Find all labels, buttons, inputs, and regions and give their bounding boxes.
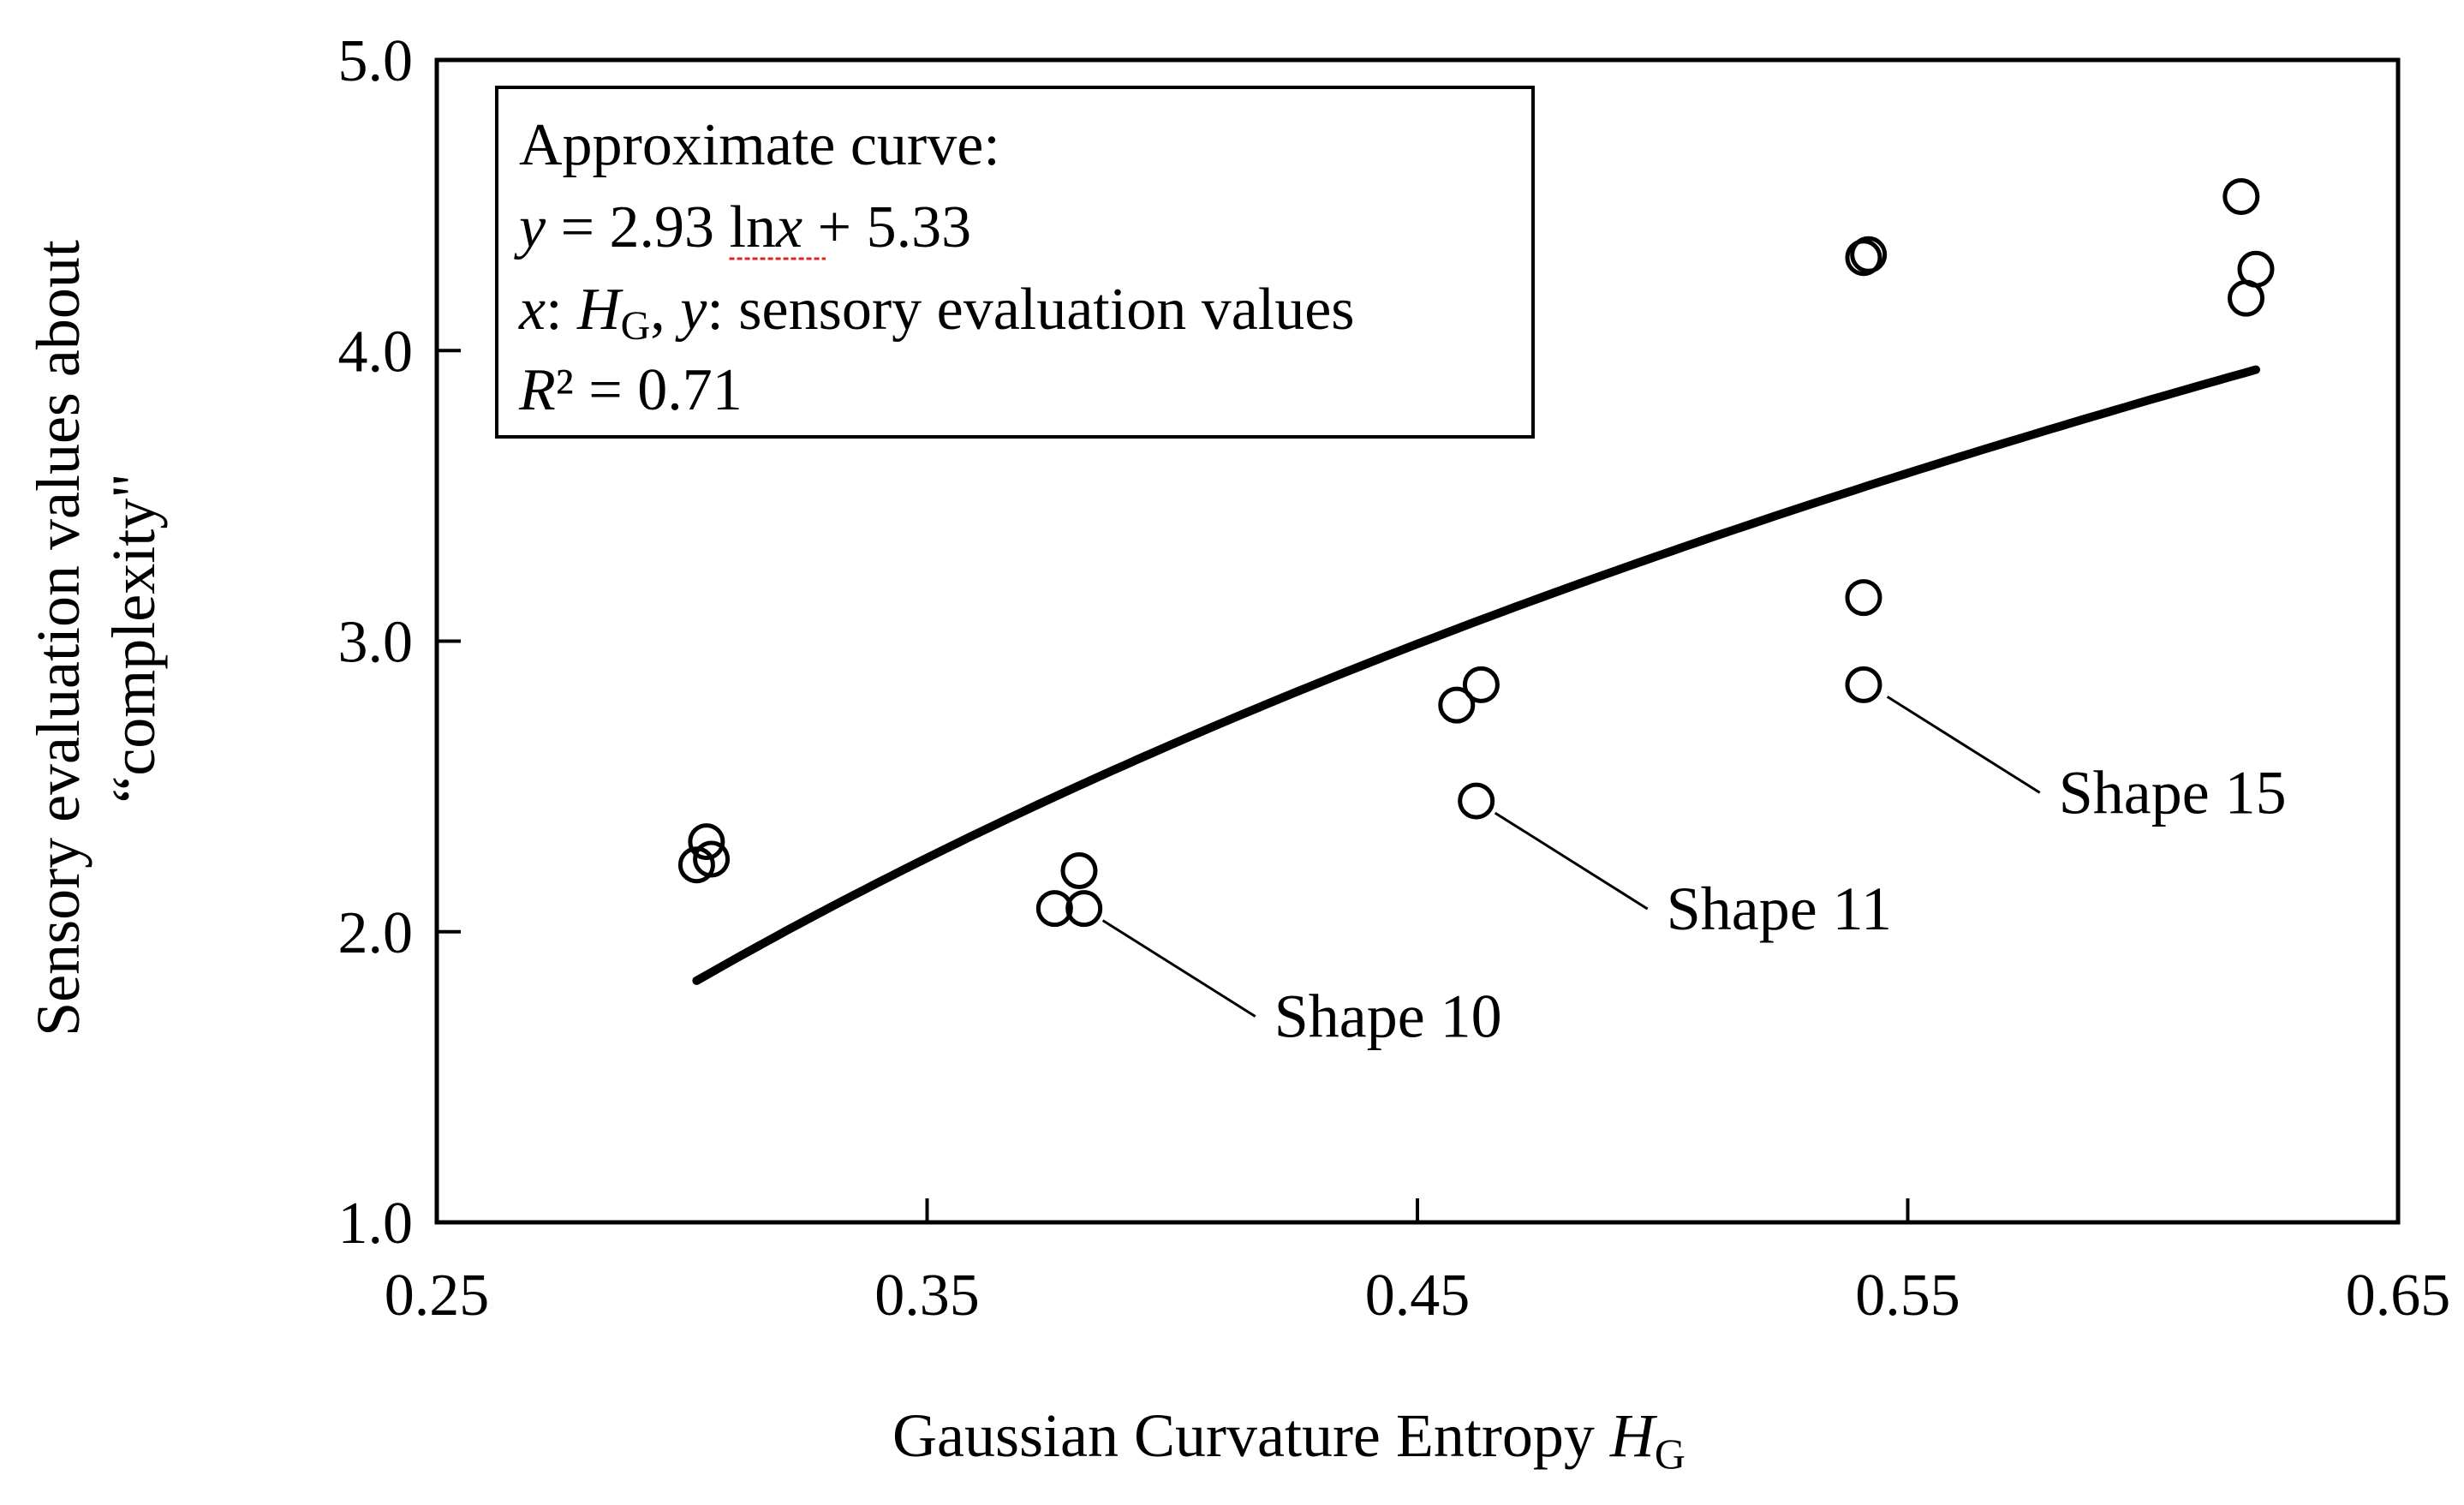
y-tick-label: 5.0 (338, 28, 414, 94)
equation-legend: Approximate curve: y = 2.93 lnx + 5.33 x… (495, 86, 1535, 439)
shape-annotations: Shape 10 Shape 11 Shape 15 (1101, 696, 2287, 1051)
x-tick-label: 0.55 (1855, 1263, 1960, 1329)
x-tick-label: 0.25 (385, 1263, 490, 1329)
legend-line-2: y = 2.93 lnx + 5.33 (514, 194, 971, 260)
annotation-leader-line (1886, 696, 2041, 794)
y-axis-title: Sensory evaluation values about “complex… (24, 240, 168, 1036)
legend-line-3: x: HG, y: sensory evaluation values (518, 277, 1355, 349)
data-point (693, 840, 731, 878)
x-axis-title: Gaussian Curvature Entropy HG (892, 1401, 1685, 1478)
x-tick-label: 0.65 (2346, 1263, 2451, 1329)
data-point (1035, 890, 1073, 928)
legend-line-1: Approximate curve: (519, 112, 1000, 178)
data-point (1845, 666, 1882, 703)
data-point (2222, 177, 2260, 215)
x-tick-label: 0.35 (874, 1263, 980, 1329)
annotation-leader-line (1494, 811, 1649, 911)
y-axis-title-line-2: “complexity" (99, 473, 168, 803)
y-tick-label: 4.0 (338, 319, 414, 385)
data-point (1845, 579, 1882, 617)
data-point (1438, 686, 1476, 724)
legend-line-4: R² = 0.71 (518, 357, 743, 423)
annotation-label: Shape 11 (1667, 875, 1892, 943)
y-axis-ticks: 1.0 2.0 3.0 4.0 5.0 (338, 28, 461, 1257)
data-point (1065, 890, 1103, 928)
data-point (1845, 239, 1882, 277)
x-tick-label: 0.45 (1365, 1263, 1471, 1329)
annotation-label: Shape 15 (2059, 758, 2287, 827)
legend-box (495, 86, 1535, 439)
y-axis-title-line-1: Sensory evaluation values about (24, 240, 92, 1036)
data-point (688, 823, 725, 861)
y-tick-label: 1.0 (338, 1191, 414, 1257)
data-point (1060, 852, 1098, 890)
annotation-leader-line (1101, 919, 1256, 1018)
y-tick-label: 2.0 (338, 900, 414, 966)
data-point (1462, 666, 1500, 703)
annotation-label: Shape 10 (1274, 982, 1502, 1051)
fit-curve-line (692, 365, 2260, 985)
data-point (1458, 782, 1495, 820)
x-axis-ticks: 0.25 0.35 0.45 0.55 0.65 (385, 1198, 2451, 1329)
data-point (2237, 250, 2275, 288)
data-points (677, 177, 2275, 928)
y-tick-label: 3.0 (338, 610, 414, 676)
